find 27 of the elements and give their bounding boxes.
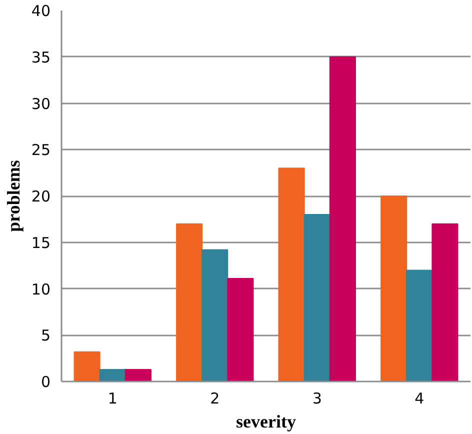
y-axis-title: problems [3, 160, 24, 232]
x-tick-label: 3 [312, 390, 322, 408]
bar [278, 168, 305, 382]
y-tick-label: 25 [31, 141, 51, 160]
bar [202, 249, 228, 382]
x-tick-label: 2 [210, 390, 220, 408]
y-tick-label: 15 [31, 234, 51, 252]
y-tick-label: 40 [31, 2, 51, 20]
bar [329, 56, 356, 382]
y-tick-label: 0 [40, 373, 51, 391]
x-tick-label: 1 [108, 390, 118, 408]
bar [380, 196, 408, 382]
bar [304, 214, 330, 382]
bar [74, 351, 100, 382]
bar [227, 278, 254, 382]
bar [176, 223, 203, 382]
y-tick-label: 5 [40, 326, 51, 345]
x-axis-title: severity [236, 412, 296, 432]
bar [406, 270, 433, 382]
y-tick-label: 20 [31, 188, 51, 206]
y-tick-label: 10 [31, 280, 51, 298]
y-tick-label: 30 [31, 94, 51, 113]
y-tick-label: 35 [31, 48, 51, 66]
bar [124, 368, 152, 382]
bar [432, 223, 458, 382]
bar [99, 368, 126, 382]
x-tick-label: 4 [414, 390, 424, 408]
